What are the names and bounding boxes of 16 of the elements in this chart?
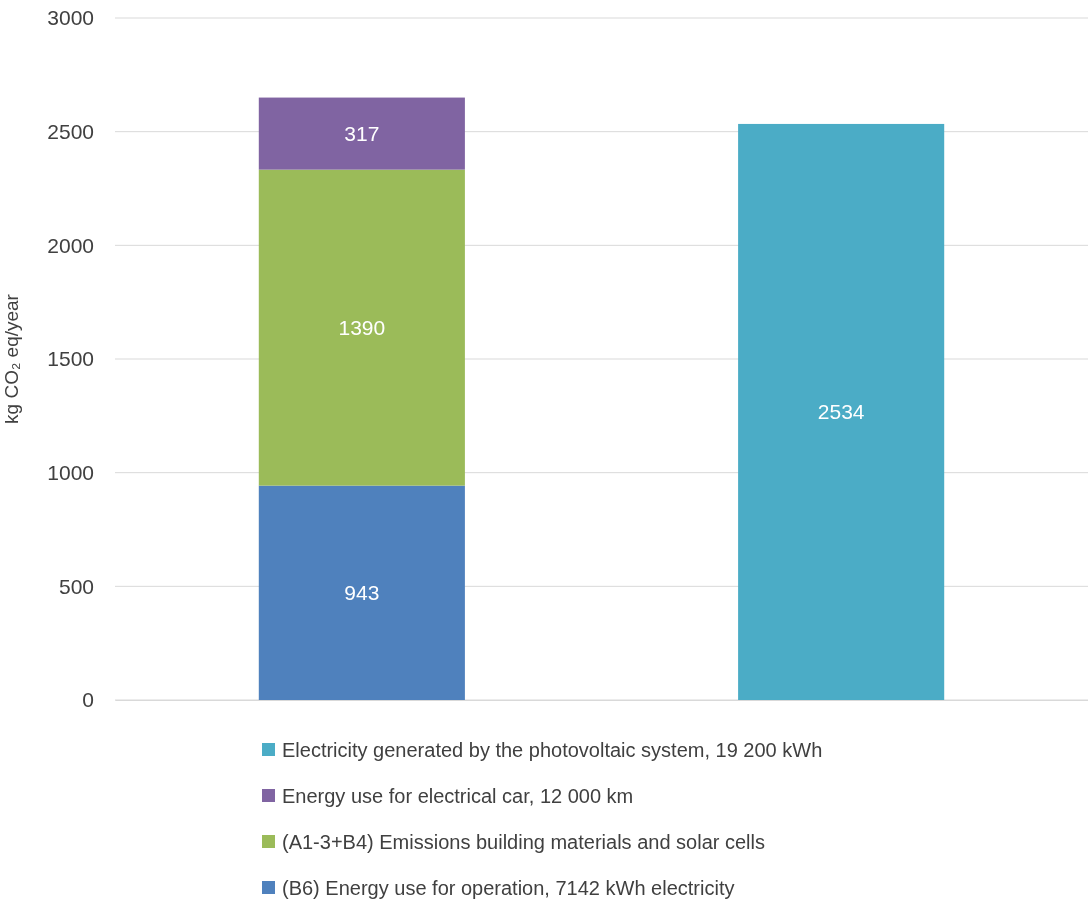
- y-tick-label: 1000: [47, 460, 94, 484]
- y-tick-label: 0: [82, 688, 94, 712]
- legend-label: (A1-3+B4) Emissions building materials and solar cells: [282, 831, 765, 853]
- y-tick-label: 1500: [47, 347, 94, 371]
- legend-label: Electricity generated by the photovoltaic system, 19 200 kWh: [282, 739, 823, 761]
- y-tick-label: 2000: [47, 233, 94, 257]
- legend-label: Energy use for electrical car, 12 000 km: [282, 785, 634, 807]
- data-label: 317: [344, 121, 380, 145]
- y-tick-label: 500: [58, 574, 94, 598]
- data-label: 2534: [817, 400, 865, 424]
- y-tick-label: 3000: [47, 6, 94, 30]
- legend-label: (B6) Energy use for operation, 7142 kWh electricity: [282, 877, 735, 899]
- y-tick-label: 2500: [47, 119, 94, 143]
- data-label: 943: [344, 581, 380, 605]
- y-axis-title: kg CO₂ eq/year: [1, 293, 22, 424]
- data-label: 1390: [338, 315, 386, 339]
